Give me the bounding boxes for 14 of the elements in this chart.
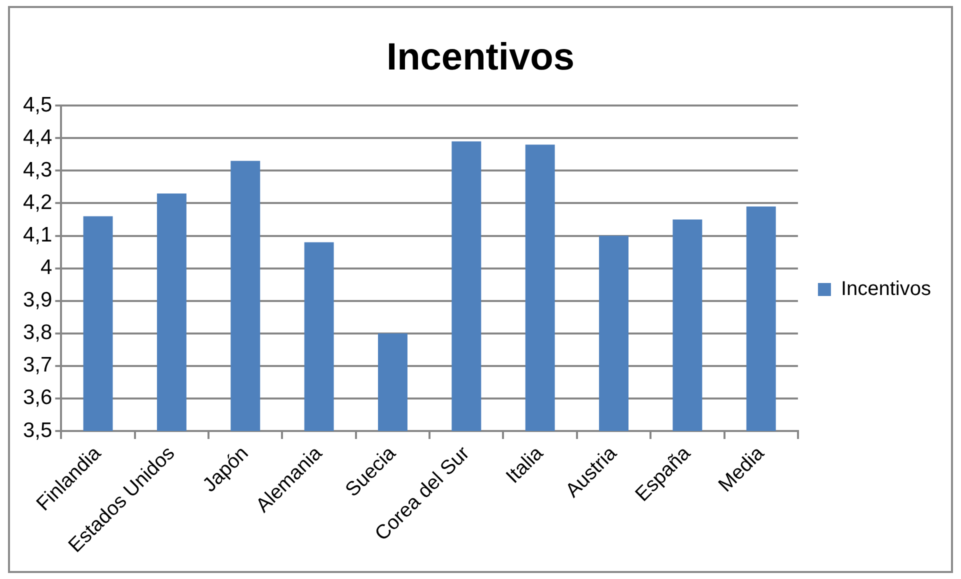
y-tick-label: 4,4: [22, 126, 53, 149]
y-tick-label: 4,1: [22, 224, 52, 247]
y-tick-label: 3,8: [22, 321, 52, 344]
y-tick-label: 3,6: [22, 386, 52, 410]
x-tick-label: Italia: [502, 442, 548, 488]
chart-title: Incentivos: [386, 36, 574, 78]
y-tick-label: 4: [40, 256, 53, 280]
y-tick-label: 3,9: [22, 288, 52, 312]
legend-label: Incentivos: [840, 278, 932, 300]
y-tick-label: 4,5: [22, 93, 52, 116]
y-tick-label: 3,5: [22, 418, 52, 442]
y-tick-label: 3,7: [22, 354, 52, 377]
y-tick-label: 4,2: [22, 191, 52, 214]
y-tick-label: 4,3: [22, 158, 52, 182]
